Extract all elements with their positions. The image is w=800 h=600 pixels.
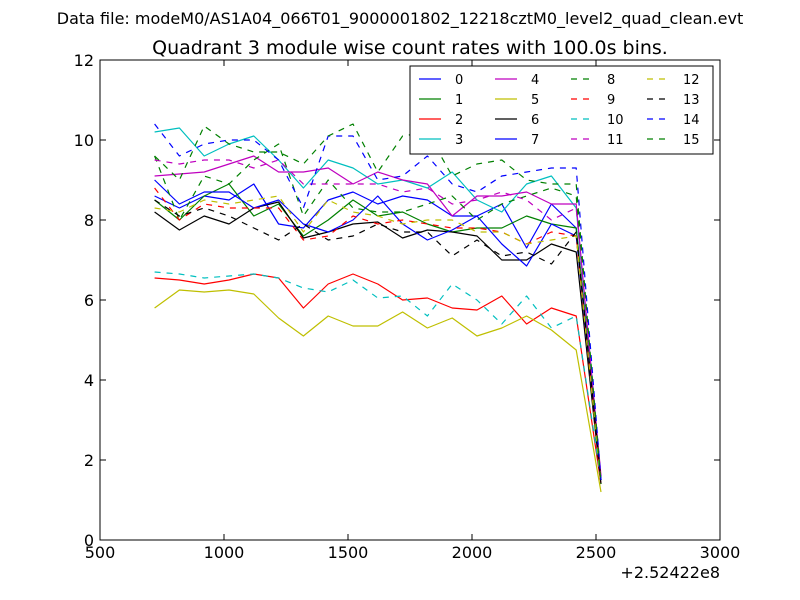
series-line-13: [154, 199, 602, 481]
x-tick-label: 1000: [204, 543, 245, 562]
x-tick-label: 500: [85, 543, 116, 562]
x-tick-label: 1500: [328, 543, 369, 562]
legend-label-9: 9: [607, 93, 615, 108]
legend-label-13: 13: [683, 93, 700, 108]
legend-label-5: 5: [531, 93, 539, 108]
x-offset-label: +2.52422e8: [620, 563, 720, 582]
legend-label-8: 8: [607, 73, 615, 88]
series-line-5: [154, 289, 602, 493]
x-tick-label: 2500: [576, 543, 617, 562]
series-line-4: [154, 155, 602, 477]
legend-label-14: 14: [683, 113, 700, 128]
series-line-9: [154, 187, 602, 481]
legend-label-3: 3: [455, 133, 463, 148]
legend-label-15: 15: [683, 133, 700, 148]
legend-label-1: 1: [455, 93, 463, 108]
y-tick-label: 12: [74, 51, 94, 70]
legend-label-11: 11: [607, 133, 624, 148]
legend-label-10: 10: [607, 113, 624, 128]
x-tick-label: 2000: [452, 543, 493, 562]
series-line-0: [154, 183, 602, 481]
series-layer: [154, 123, 602, 493]
y-tick-label: 8: [84, 211, 94, 230]
y-tick-label: 6: [84, 291, 94, 310]
legend-label-6: 6: [531, 113, 539, 128]
legend-label-4: 4: [531, 73, 539, 88]
legend-label-0: 0: [455, 73, 463, 88]
chart-suptitle: Data file: modeM0/AS1A04_066T01_90000018…: [57, 9, 743, 29]
series-line-12: [154, 195, 602, 485]
series-line-10: [154, 271, 602, 481]
y-tick-label: 10: [74, 131, 94, 150]
y-tick-label: 2: [84, 451, 94, 470]
series-line-6: [154, 201, 602, 485]
series-line-2: [154, 273, 602, 485]
series-line-14: [154, 123, 602, 481]
series-line-1: [154, 183, 602, 481]
series-line-11: [154, 159, 602, 477]
y-tick-label: 4: [84, 371, 94, 390]
legend-label-12: 12: [683, 73, 700, 88]
series-line-8: [154, 143, 602, 481]
y-tick-label: 0: [84, 531, 94, 550]
x-tick-label: 3000: [700, 543, 741, 562]
legend-label-7: 7: [531, 133, 539, 148]
plot-frame: [99, 59, 721, 541]
chart-title: Quadrant 3 module wise count rates with …: [152, 37, 668, 59]
series-line-7: [154, 179, 602, 481]
series-line-15: [154, 123, 602, 485]
legend-label-2: 2: [455, 113, 463, 128]
